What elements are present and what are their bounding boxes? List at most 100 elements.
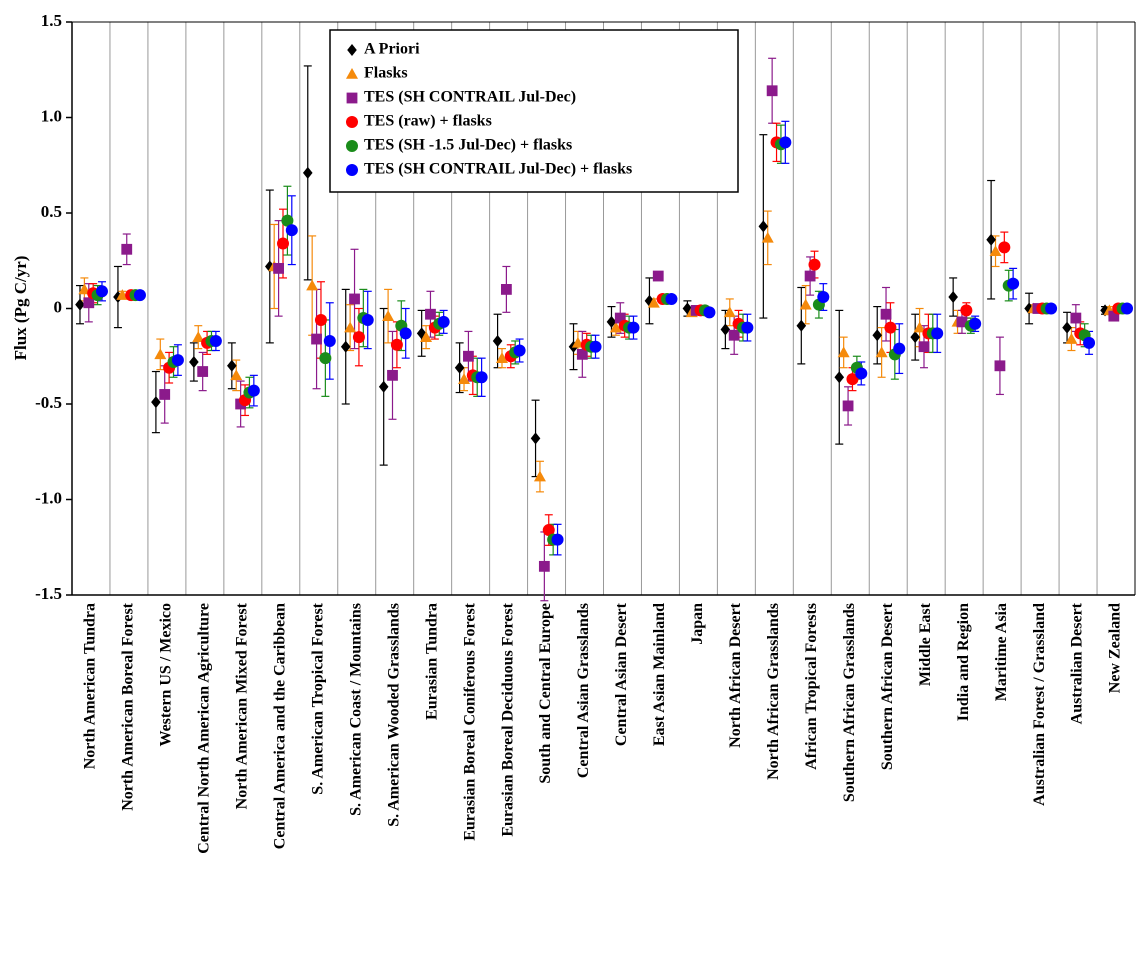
circle-marker: [960, 304, 973, 317]
square-marker: [463, 350, 474, 362]
x-tick-label: Central America and the Caribbean: [271, 603, 288, 849]
triangle-marker: [989, 245, 1002, 256]
diamond-marker: [189, 355, 199, 368]
triangle-marker: [420, 331, 433, 342]
circle-marker: [95, 285, 108, 298]
circle-marker: [846, 373, 859, 386]
circle-marker: [855, 367, 868, 380]
x-tick-label: East Asian Mainland: [651, 603, 668, 746]
x-tick-label: Eurasian Tundra: [423, 603, 440, 720]
x-tick-label: North American Mixed Forest: [234, 602, 251, 809]
x-tick-label: Australian Desert: [1069, 602, 1086, 724]
x-tick-label: S. American Wooded Grasslands: [385, 603, 402, 827]
circle-marker: [998, 241, 1011, 254]
y-tick-label: 0: [54, 297, 63, 316]
diamond-marker: [948, 291, 958, 304]
circle-marker: [319, 352, 332, 365]
x-tick-label: New Zealand: [1107, 603, 1124, 693]
diamond-marker: [227, 359, 237, 372]
x-tick-label: North African Desert: [727, 602, 744, 748]
triangle-marker: [154, 348, 167, 360]
square-marker: [387, 369, 398, 381]
legend-marker: [347, 44, 357, 56]
circle-marker: [285, 224, 298, 237]
circle-marker: [589, 340, 602, 353]
diamond-marker: [758, 220, 769, 233]
square-marker: [728, 329, 740, 341]
x-tick-label: Middle East: [917, 602, 934, 686]
triangle-marker: [913, 321, 926, 333]
y-tick-label: -1.5: [35, 584, 62, 603]
x-tick-label: Maritime Asia: [993, 603, 1010, 701]
triangle-marker: [723, 306, 736, 318]
diamond-marker: [644, 294, 655, 307]
circle-marker: [247, 384, 260, 397]
triangle-marker: [306, 279, 319, 291]
x-tick-label: Southern African Grasslands: [841, 603, 858, 802]
legend-label: TES (SH CONTRAIL Jul-Dec): [364, 89, 576, 106]
y-tick-label: 0.5: [41, 202, 62, 221]
square-marker: [500, 284, 512, 295]
square-marker: [349, 293, 360, 305]
x-tick-label: Japan: [689, 603, 706, 645]
triangle-marker: [837, 346, 850, 358]
square-marker: [614, 312, 626, 324]
triangle-marker: [78, 283, 91, 295]
square-marker: [918, 341, 930, 353]
y-axis-label: Flux (Pg C/yr): [11, 256, 30, 361]
triangle-marker: [495, 352, 508, 363]
triangle-marker: [799, 298, 812, 310]
x-tick-label: North African Grasslands: [765, 603, 782, 780]
circle-marker: [627, 321, 640, 334]
diamond-marker: [796, 319, 807, 332]
square-marker: [994, 360, 1006, 372]
diamond-marker: [530, 432, 541, 445]
triangle-marker: [609, 321, 622, 333]
circle-marker: [931, 327, 944, 340]
triangle-marker: [458, 373, 471, 384]
circle-marker: [703, 306, 716, 319]
x-tick-label: Central Asian Desert: [613, 602, 630, 746]
circle-marker: [281, 214, 294, 227]
legend-box: [329, 29, 739, 193]
legend-label: A Priori: [364, 41, 420, 58]
y-tick-label: -0.5: [35, 393, 62, 412]
diamond-marker: [872, 329, 883, 342]
y-tick-label: 1.5: [41, 11, 62, 30]
circle-marker: [209, 334, 222, 347]
circle-marker: [1121, 302, 1134, 315]
legend-label: TES (SH CONTRAIL Jul-Dec) + flasks: [364, 161, 632, 178]
x-tick-label: India and Region: [955, 603, 972, 721]
square-marker: [766, 85, 778, 97]
y-tick-label: 1.0: [41, 106, 62, 125]
legend-label: TES (raw) + flasks: [364, 113, 492, 130]
circle-marker: [542, 524, 555, 537]
circle-marker: [817, 291, 830, 304]
diamond-marker: [265, 260, 275, 273]
diamond-marker: [492, 334, 503, 347]
triangle-marker: [647, 296, 660, 308]
diamond-marker: [454, 361, 465, 374]
triangle-marker: [761, 231, 774, 243]
triangle-marker: [230, 369, 243, 381]
diamond-marker: [378, 380, 389, 393]
legend-marker: [346, 164, 358, 176]
circle-marker: [390, 338, 403, 351]
diamond-marker: [416, 327, 427, 340]
diamond-marker: [910, 331, 920, 344]
diamond-marker: [834, 371, 845, 384]
circle-marker: [314, 313, 327, 326]
legend-marker: [346, 92, 358, 104]
x-tick-label: Australian Forest / Grassland: [1031, 603, 1048, 806]
legend-label: TES (SH -1.5 Jul-Dec) + flasks: [364, 137, 572, 154]
x-tick-label: Eurasian Boreal Coniferous Forest: [461, 602, 478, 840]
circle-marker: [323, 334, 336, 347]
x-tick-label: African Tropical Forests: [803, 603, 820, 770]
square-marker: [425, 308, 436, 320]
diamond-marker: [1062, 321, 1072, 334]
legend-marker: [346, 116, 358, 128]
triangle-marker: [192, 331, 205, 342]
circle-marker: [352, 331, 365, 344]
circle-marker: [969, 317, 982, 330]
